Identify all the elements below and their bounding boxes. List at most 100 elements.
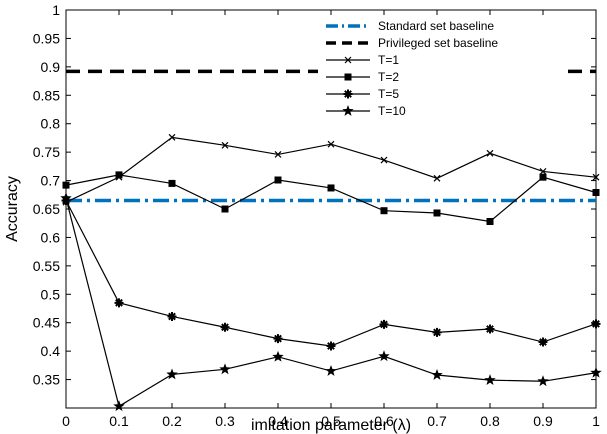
marker-star: [60, 192, 72, 204]
data-point-square: [221, 205, 229, 213]
marker-square: [221, 205, 229, 213]
data-point-x: [274, 150, 282, 158]
data-point-x: [221, 141, 229, 149]
legend-label: T=10: [378, 104, 406, 118]
data-point-square: [433, 209, 441, 217]
y-tick-label: 0.85: [33, 87, 60, 103]
marker-square: [539, 173, 547, 181]
marker-star: [166, 368, 178, 380]
marker-star: [484, 374, 496, 385]
data-point-square: [168, 179, 176, 187]
marker-asterisk-core: [345, 91, 351, 97]
data-point-star: [342, 105, 354, 116]
data-point-asterisk: [220, 322, 230, 332]
y-tick-label: 1: [52, 2, 60, 18]
marker-x: [327, 140, 335, 148]
marker-star: [325, 365, 337, 376]
marker-x: [168, 133, 176, 141]
data-point-star: [431, 369, 443, 380]
marker-star: [219, 363, 231, 375]
data-point-x: [380, 156, 388, 164]
data-point-star: [60, 192, 72, 204]
legend: Standard set baseline Privileged set base…: [322, 16, 552, 122]
data-point-asterisk: [432, 327, 442, 337]
marker-star: [537, 375, 549, 387]
marker-square: [168, 179, 176, 187]
data-point-star: [166, 368, 178, 380]
data-point-x: [486, 149, 494, 157]
marker-x: [221, 141, 229, 149]
data-point-square: [344, 73, 352, 81]
marker-star: [342, 105, 354, 116]
data-point-square: [486, 218, 494, 226]
data-point-x: [344, 56, 352, 64]
marker-asterisk-core: [434, 329, 440, 335]
marker-asterisk-core: [487, 326, 493, 332]
marker-star: [272, 350, 284, 362]
data-point-asterisk: [485, 324, 495, 334]
data-point-square: [327, 184, 335, 192]
x-tick-label: 0: [62, 413, 70, 429]
data-point-square: [592, 189, 600, 197]
y-tick-label: 0.9: [41, 59, 61, 75]
x-tick-label: 1: [592, 413, 600, 429]
marker-asterisk-core: [169, 313, 175, 319]
x-tick-label: 0.2: [162, 413, 182, 429]
marker-square: [433, 209, 441, 217]
data-point-x: [327, 140, 335, 148]
y-tick-label: 0.8: [41, 116, 61, 132]
y-axis-title: Accuracy: [4, 176, 21, 242]
marker-star: [431, 369, 443, 380]
data-point-star: [484, 374, 496, 385]
marker-asterisk-core: [328, 343, 334, 349]
marker-x: [486, 149, 494, 157]
y-tick-label: 0.55: [33, 258, 60, 274]
legend-label: T=5: [378, 87, 399, 101]
marker-asterisk-core: [593, 321, 599, 327]
marker-star: [590, 366, 602, 378]
data-point-star: [113, 400, 125, 412]
x-tick-label: 0.4: [268, 413, 288, 429]
data-point-asterisk: [114, 298, 124, 308]
data-point-star: [272, 350, 284, 362]
data-point-star: [590, 366, 602, 378]
marker-square: [592, 189, 600, 197]
y-tick-label: 0.65: [33, 201, 60, 217]
x-axis-title: imitation parameter (λ): [251, 417, 411, 434]
x-tick-label: 0.1: [109, 413, 129, 429]
data-point-square: [62, 181, 70, 189]
legend-label: T=1: [378, 53, 399, 67]
marker-asterisk-core: [275, 336, 281, 342]
data-point-asterisk: [379, 319, 389, 329]
data-point-x: [168, 133, 176, 141]
x-tick-label: 0.5: [321, 413, 341, 429]
marker-square: [115, 171, 123, 179]
marker-x: [539, 168, 547, 175]
marker-x: [274, 150, 282, 158]
x-tick-label: 0.8: [480, 413, 500, 429]
y-tick-label: 0.95: [33, 30, 60, 46]
y-tick-label: 0.45: [33, 315, 60, 331]
data-point-star: [219, 363, 231, 375]
marker-x: [380, 156, 388, 164]
data-point-asterisk: [326, 341, 336, 351]
marker-square: [380, 207, 388, 215]
data-point-square: [539, 173, 547, 181]
y-tick-label: 0.6: [41, 229, 61, 245]
marker-star: [378, 350, 390, 362]
data-point-asterisk: [591, 319, 601, 329]
marker-x: [344, 56, 352, 64]
plot-layer: 0 0.1 0.2 0.3 0.4 0.5 0.6 0.7 0.8 0.9 1 0.35 0.4 0.45…: [33, 2, 602, 429]
data-point-x: [539, 168, 547, 175]
data-point-square: [115, 171, 123, 179]
data-point-square: [380, 207, 388, 215]
x-tick-label: 0.6: [374, 413, 394, 429]
x-tick-label: 0.3: [215, 413, 235, 429]
marker-square: [327, 184, 335, 192]
data-point-asterisk: [273, 334, 283, 344]
marker-x: [433, 174, 441, 182]
marker-square: [486, 218, 494, 226]
data-point-asterisk: [343, 89, 353, 99]
